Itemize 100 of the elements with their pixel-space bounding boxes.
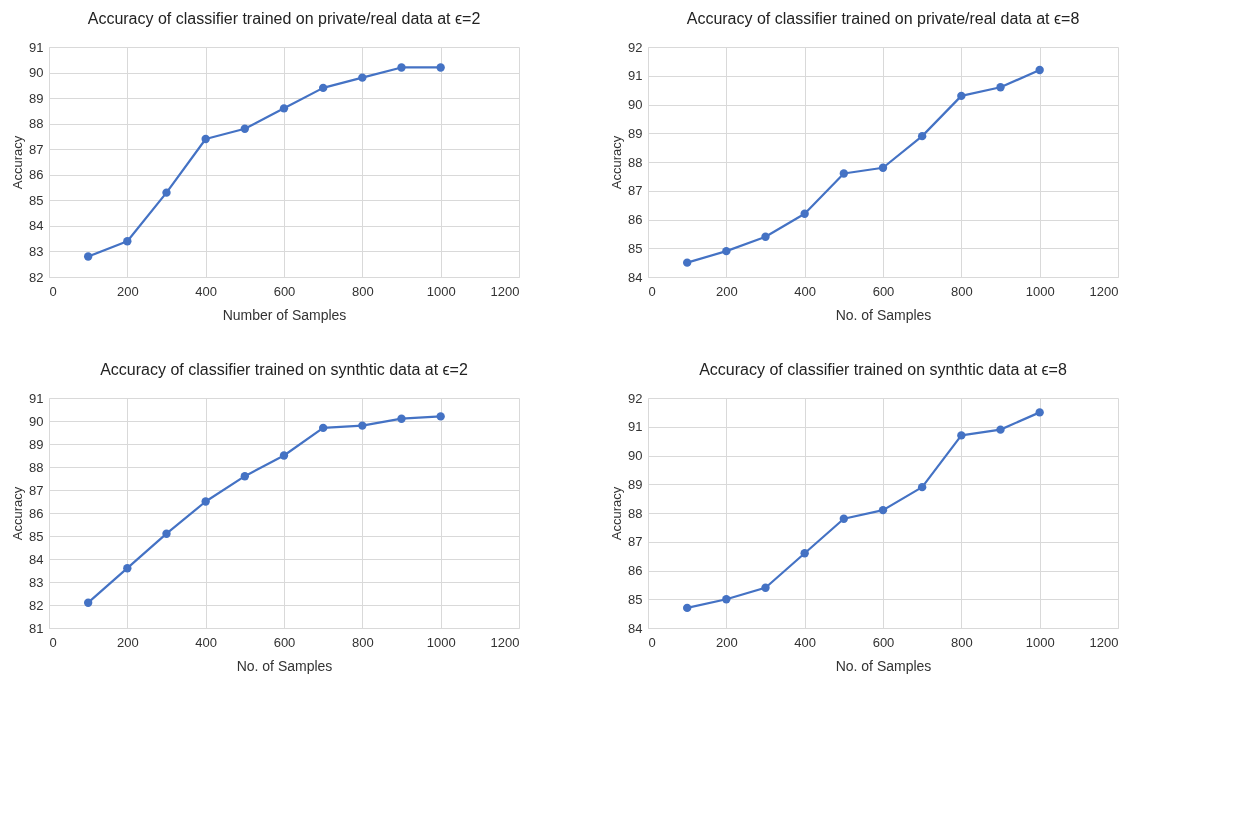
point [201, 134, 210, 144]
y-axis-title: Accuracy [10, 135, 26, 190]
y-tick-label: 88 [628, 505, 643, 521]
point [878, 163, 888, 172]
y-tick-label: 83 [29, 243, 44, 259]
point [240, 472, 250, 481]
x-tick-label: 1000 [426, 634, 456, 650]
point [682, 603, 692, 613]
x-tick-label: 400 [195, 634, 218, 650]
point [240, 124, 250, 133]
y-tick-label: 92 [628, 390, 643, 406]
x-tick-label: 0 [49, 634, 57, 650]
y-tick-label: 89 [628, 476, 643, 492]
y-tick-label: 88 [29, 459, 44, 475]
point [397, 414, 406, 423]
x-tick-label: 1000 [426, 283, 456, 299]
point [839, 514, 849, 523]
y-tick-label: 85 [628, 240, 643, 256]
x-tick-label: 800 [950, 283, 973, 299]
point [722, 595, 731, 604]
y-tick-label: 85 [29, 192, 44, 208]
y-tick-label: 81 [29, 620, 44, 636]
x-tick-label: 1200 [1089, 283, 1119, 299]
y-tick-label: 91 [29, 39, 44, 55]
y-tick-label: 91 [628, 419, 643, 435]
x-tick-label: 800 [351, 634, 374, 650]
y-tick-label: 90 [628, 97, 643, 112]
y-tick-label: 86 [628, 563, 643, 578]
x-axis-title: No. of Samples [835, 306, 932, 323]
point [279, 104, 289, 113]
chart-title: Accuracy of classifier trained on synthtic data at ϵ=8 [699, 361, 1067, 378]
y-tick-label: 84 [29, 551, 44, 567]
point [1035, 408, 1044, 417]
y-tick-label: 90 [628, 448, 643, 463]
chart-title: Accuracy of classifier trained on private/real data at ϵ=8 [686, 10, 1080, 27]
y-tick-label: 87 [29, 141, 44, 157]
point [318, 423, 328, 433]
x-tick-label: 600 [273, 283, 296, 299]
point [318, 83, 328, 93]
x-tick-label: 800 [351, 283, 374, 299]
y-tick-label: 85 [29, 528, 44, 544]
x-tick-label: 400 [794, 634, 817, 650]
y-tick-label: 84 [628, 620, 643, 636]
y-tick-label: 89 [29, 436, 44, 452]
x-tick-label: 200 [116, 283, 139, 299]
x-tick-label: 1000 [1025, 283, 1055, 299]
point [358, 73, 367, 82]
x-tick-label: 0 [49, 283, 57, 299]
chart-title: Accuracy of classifier trained on private/real data at ϵ=2 [87, 10, 481, 27]
x-tick-label: 1000 [1025, 634, 1055, 650]
x-tick-label: 200 [116, 634, 139, 650]
y-tick-label: 91 [628, 68, 643, 84]
x-tick-label: 400 [195, 283, 218, 299]
point [839, 169, 849, 178]
point [397, 63, 406, 72]
y-tick-label: 84 [628, 269, 643, 285]
point [761, 232, 770, 241]
y-tick-label: 92 [628, 39, 643, 55]
x-tick-label: 1200 [1089, 634, 1119, 650]
y-axis-title: Accuracy [609, 135, 625, 190]
y-tick-label: 82 [29, 269, 44, 285]
point [436, 412, 445, 421]
y-tick-label: 89 [628, 125, 643, 141]
x-tick-label: 600 [872, 283, 895, 299]
x-tick-label: 600 [273, 634, 296, 650]
point [800, 549, 809, 558]
x-tick-label: 200 [715, 634, 738, 650]
y-tick-label: 86 [628, 212, 643, 227]
y-tick-label: 90 [29, 65, 44, 81]
point [123, 237, 132, 246]
point [279, 451, 289, 460]
point [436, 63, 445, 72]
point [722, 246, 731, 256]
point [878, 505, 888, 515]
point [162, 188, 171, 197]
point [996, 425, 1005, 434]
x-tick-label: 1200 [490, 283, 520, 299]
y-tick-label: 83 [29, 574, 44, 590]
chart-title: Accuracy of classifier trained on synthtic data at ϵ=2 [100, 361, 468, 378]
point [682, 258, 692, 267]
y-tick-label: 91 [29, 390, 44, 406]
y-tick-label: 90 [29, 413, 44, 429]
point [957, 431, 966, 440]
y-tick-label: 87 [628, 534, 643, 550]
x-tick-label: 400 [794, 283, 817, 299]
point [1035, 65, 1044, 75]
point [917, 482, 927, 492]
y-tick-label: 84 [29, 218, 44, 234]
point [800, 209, 809, 218]
x-axis-title: Number of Samples [222, 306, 347, 323]
point [83, 598, 93, 607]
y-tick-label: 89 [29, 90, 44, 106]
x-tick-label: 1200 [490, 634, 520, 650]
y-axis-title: Accuracy [609, 486, 625, 541]
x-axis-title: No. of Samples [236, 657, 333, 674]
x-tick-label: 600 [872, 634, 895, 650]
x-tick-label: 800 [950, 634, 973, 650]
y-axis-title: Accuracy [10, 486, 26, 541]
point [123, 564, 132, 573]
point [761, 583, 770, 592]
